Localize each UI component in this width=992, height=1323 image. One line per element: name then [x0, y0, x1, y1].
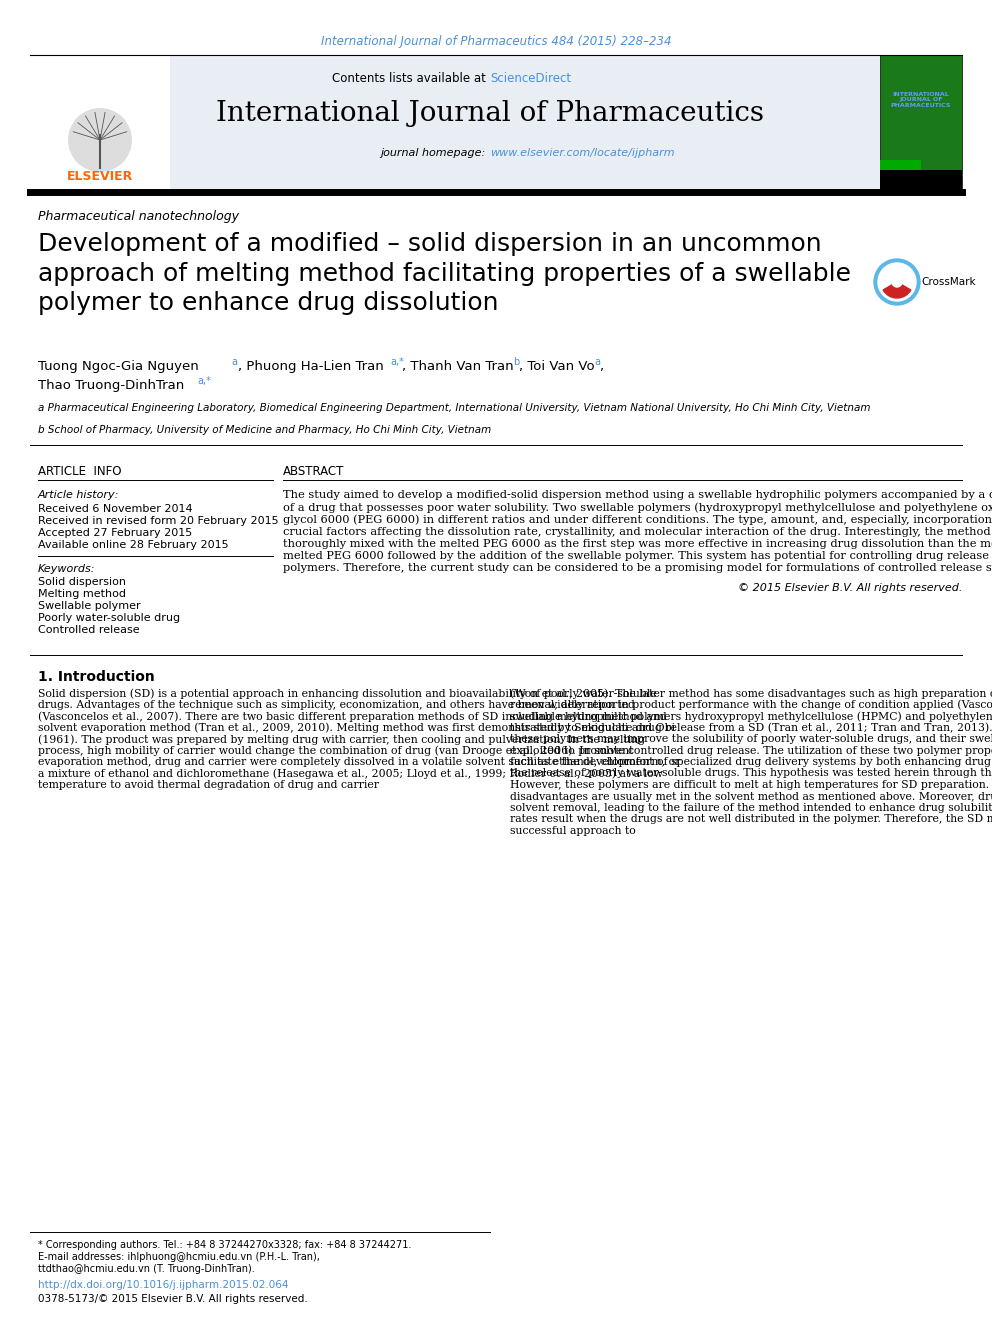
- Text: these polymers may improve the solubility of poorly water-soluble drugs, and the: these polymers may improve the solubilit…: [510, 734, 992, 744]
- Text: Solid dispersion (SD) is a potential approach in enhancing dissolution and bioav: Solid dispersion (SD) is a potential app…: [38, 688, 657, 699]
- Text: 1. Introduction: 1. Introduction: [38, 669, 155, 684]
- Text: solvent removal, leading to the failure of the method intended to enhance drug s: solvent removal, leading to the failure …: [510, 803, 992, 814]
- Text: © 2015 Elsevier B.V. All rights reserved.: © 2015 Elsevier B.V. All rights reserved…: [738, 583, 962, 594]
- Text: Received in revised form 20 February 2015: Received in revised form 20 February 201…: [38, 516, 279, 527]
- Text: (1961). The product was prepared by melting drug with carrier, then cooling and : (1961). The product was prepared by melt…: [38, 734, 645, 745]
- Text: crucial factors affecting the dissolution rate, crystallinity, and molecular int: crucial factors affecting the dissolutio…: [283, 527, 992, 537]
- Text: E-mail addresses: ihlphuong@hcmiu.edu.vn (P.H.-L. Tran),: E-mail addresses: ihlphuong@hcmiu.edu.vn…: [38, 1252, 319, 1262]
- Text: http://dx.doi.org/10.1016/j.ijpharm.2015.02.064: http://dx.doi.org/10.1016/j.ijpharm.2015…: [38, 1279, 289, 1290]
- Bar: [880, 56, 962, 191]
- Text: this study to modulate drug release from a SD (Tran et al., 2011; Tran and Tran,: this study to modulate drug release from…: [510, 722, 992, 733]
- Text: ttdthao@hcmiu.edu.vn (T. Truong-DinhTran).: ttdthao@hcmiu.edu.vn (T. Truong-DinhTran…: [38, 1263, 255, 1274]
- Text: ,: ,: [599, 360, 603, 373]
- Text: Available online 28 February 2015: Available online 28 February 2015: [38, 540, 228, 550]
- Bar: [30, 56, 170, 191]
- Text: solvent evaporation method (Tran et al., 2009, 2010). Melting method was first d: solvent evaporation method (Tran et al.,…: [38, 722, 676, 733]
- Text: CrossMark: CrossMark: [921, 277, 975, 287]
- Circle shape: [892, 277, 902, 287]
- Text: * Corresponding authors. Tel.: +84 8 37244270x3328; fax: +84 8 37244271.: * Corresponding authors. Tel.: +84 8 372…: [38, 1240, 412, 1250]
- Text: Contents lists available at: Contents lists available at: [332, 71, 490, 85]
- Text: a: a: [594, 357, 600, 366]
- Text: b: b: [513, 357, 519, 366]
- Text: Tuong Ngoc-Gia Nguyen: Tuong Ngoc-Gia Nguyen: [38, 360, 198, 373]
- Text: Swellable polymer: Swellable polymer: [38, 601, 141, 611]
- Text: removal, alteration in product performance with the change of condition applied : removal, alteration in product performan…: [510, 700, 992, 710]
- Text: a: a: [231, 357, 237, 366]
- Circle shape: [874, 259, 920, 306]
- Text: However, these polymers are difficult to melt at high temperatures for SD prepar: However, these polymers are difficult to…: [510, 781, 992, 790]
- Text: polymers. Therefore, the current study can be considered to be a promising model: polymers. Therefore, the current study c…: [283, 564, 992, 573]
- Text: b School of Pharmacy, University of Medicine and Pharmacy, Ho Chi Minh City, Vie: b School of Pharmacy, University of Medi…: [38, 425, 491, 435]
- Text: Received 6 November 2014: Received 6 November 2014: [38, 504, 192, 515]
- Text: Poorly water-soluble drug: Poorly water-soluble drug: [38, 613, 181, 623]
- Text: Accepted 27 February 2015: Accepted 27 February 2015: [38, 528, 192, 538]
- Text: ScienceDirect: ScienceDirect: [490, 71, 571, 85]
- Text: Solid dispersion: Solid dispersion: [38, 577, 126, 587]
- Text: a,*: a,*: [197, 376, 211, 386]
- Text: exploited to promote controlled drug release. The utilization of these two polym: exploited to promote controlled drug rel…: [510, 745, 992, 755]
- Text: 0378-5173/© 2015 Elsevier B.V. All rights reserved.: 0378-5173/© 2015 Elsevier B.V. All right…: [38, 1294, 308, 1304]
- Text: facilitate the development of specialized drug delivery systems by both enhancin: facilitate the development of specialize…: [510, 757, 992, 767]
- Text: a Pharmaceutical Engineering Laboratory, Biomedical Engineering Department, Inte: a Pharmaceutical Engineering Laboratory,…: [38, 404, 871, 413]
- Text: successful approach to: successful approach to: [510, 826, 636, 836]
- Bar: [880, 160, 921, 169]
- Text: journal homepage:: journal homepage:: [380, 148, 489, 157]
- Text: a,*: a,*: [390, 357, 404, 366]
- Text: disadvantages are usually met in the solvent method as mentioned above. Moreover: disadvantages are usually met in the sol…: [510, 791, 992, 802]
- Text: Keywords:: Keywords:: [38, 564, 95, 574]
- Text: evaporation method, drug and carrier were completely dissolved in a volatile sol: evaporation method, drug and carrier wer…: [38, 757, 681, 767]
- Bar: [880, 169, 962, 191]
- Text: (Won et al., 2005). The later method has some disadvantages such as high prepara: (Won et al., 2005). The later method has…: [510, 688, 992, 699]
- Text: , Toi Van Vo: , Toi Van Vo: [519, 360, 594, 373]
- Text: Article history:: Article history:: [38, 490, 119, 500]
- Text: Melting method: Melting method: [38, 589, 126, 599]
- Bar: [30, 56, 880, 191]
- Circle shape: [68, 108, 132, 172]
- Text: ABSTRACT: ABSTRACT: [283, 464, 344, 478]
- Text: INTERNATIONAL
JOURNAL OF
PHARMACEUTICS: INTERNATIONAL JOURNAL OF PHARMACEUTICS: [891, 91, 951, 108]
- Text: the release of poorly water-soluble drugs. This hypothesis was tested herein thr: the release of poorly water-soluble drug…: [510, 769, 992, 778]
- Text: melted PEG 6000 followed by the addition of the swellable polymer. This system h: melted PEG 6000 followed by the addition…: [283, 550, 992, 561]
- Text: The study aimed to develop a modified-solid dispersion method using a swellable : The study aimed to develop a modified-so…: [283, 490, 992, 500]
- Text: glycol 6000 (PEG 6000) in different ratios and under different conditions. The t: glycol 6000 (PEG 6000) in different rati…: [283, 515, 992, 525]
- Text: ELSEVIER: ELSEVIER: [66, 169, 133, 183]
- Text: , Thanh Van Tran: , Thanh Van Tran: [402, 360, 514, 373]
- Text: Controlled release: Controlled release: [38, 624, 140, 635]
- Text: a mixture of ethanol and dichloromethane (Hasegawa et al., 2005; Lloyd et al., 1: a mixture of ethanol and dichloromethane…: [38, 769, 663, 779]
- Text: swellable hydrophilic polymers hydroxypropyl methylcellulose (HPMC) and polyethy: swellable hydrophilic polymers hydroxypr…: [510, 710, 992, 721]
- Circle shape: [878, 263, 916, 302]
- Text: thoroughly mixed with the melted PEG 6000 as the first step was more effective i: thoroughly mixed with the melted PEG 600…: [283, 538, 992, 549]
- Text: Pharmaceutical nanotechnology: Pharmaceutical nanotechnology: [38, 210, 239, 224]
- Text: Thao Truong-DinhTran: Thao Truong-DinhTran: [38, 378, 185, 392]
- Text: Development of a modified – solid dispersion in an uncommon
approach of melting : Development of a modified – solid disper…: [38, 232, 851, 315]
- Text: of a drug that possesses poor water solubility. Two swellable polymers (hydroxyp: of a drug that possesses poor water solu…: [283, 503, 992, 513]
- Text: process, high mobility of carrier would change the combination of drug (van Droo: process, high mobility of carrier would …: [38, 745, 633, 755]
- Text: drugs. Advantages of the technique such as simplicity, economization, and others: drugs. Advantages of the technique such …: [38, 700, 635, 709]
- Text: www.elsevier.com/locate/ijpharm: www.elsevier.com/locate/ijpharm: [490, 148, 675, 157]
- Wedge shape: [883, 282, 911, 298]
- Text: International Journal of Pharmaceutics: International Journal of Pharmaceutics: [216, 101, 764, 127]
- Text: temperature to avoid thermal degradation of drug and carrier: temperature to avoid thermal degradation…: [38, 781, 379, 790]
- Text: International Journal of Pharmaceutics 484 (2015) 228–234: International Journal of Pharmaceutics 4…: [320, 36, 672, 49]
- Text: ARTICLE  INFO: ARTICLE INFO: [38, 464, 121, 478]
- Text: rates result when the drugs are not well distributed in the polymer. Therefore, : rates result when the drugs are not well…: [510, 815, 992, 824]
- Text: (Vasconcelos et al., 2007). There are two basic different preparation methods of: (Vasconcelos et al., 2007). There are tw…: [38, 710, 667, 721]
- Text: , Phuong Ha-Lien Tran: , Phuong Ha-Lien Tran: [238, 360, 384, 373]
